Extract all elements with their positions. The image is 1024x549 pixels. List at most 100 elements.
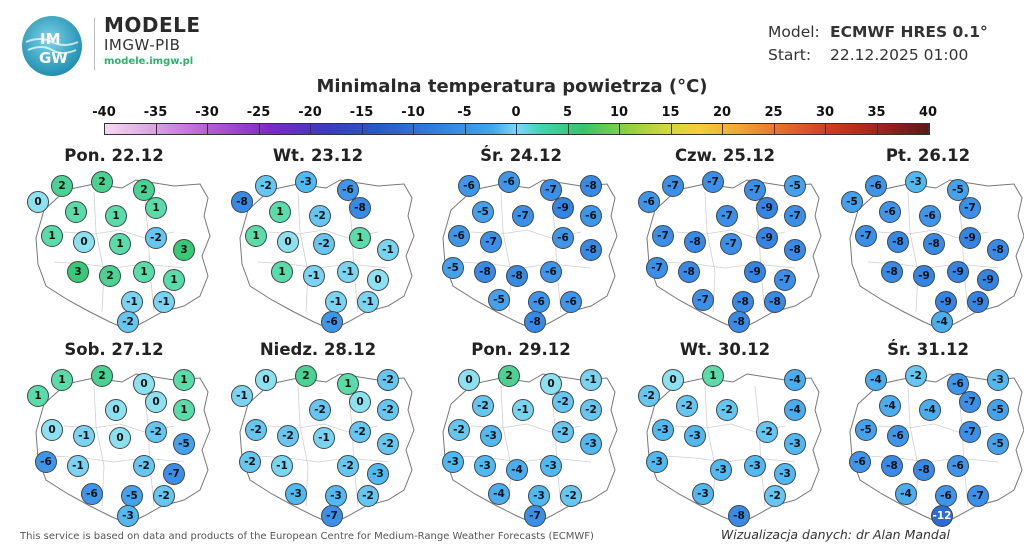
temperature-marker: -8 <box>987 239 1009 261</box>
temperature-marker: -9 <box>977 269 999 291</box>
temperature-marker: -4 <box>865 369 887 391</box>
brand-url-link[interactable]: modele.imgw.pl <box>104 56 194 67</box>
colorbar-tick-mark <box>258 123 260 135</box>
temperature-marker: -2 <box>638 385 660 407</box>
colorbar-tick-mark <box>310 123 311 135</box>
temperature-marker: -2 <box>764 485 786 507</box>
temperature-marker: -8 <box>728 311 750 333</box>
region-border <box>754 385 766 507</box>
temperature-marker: -1 <box>73 425 95 447</box>
temperature-marker: -6 <box>81 483 103 505</box>
logo-text-bottom: GW <box>39 49 68 67</box>
temperature-marker: -1 <box>357 291 379 313</box>
temperature-marker: -7 <box>540 179 562 201</box>
temperature-marker: -6 <box>448 225 470 247</box>
temperature-marker: -3 <box>692 483 714 505</box>
day-label: Śr. 24.12 <box>480 146 562 165</box>
temperature-marker: -4 <box>488 483 510 505</box>
temperature-marker: -3 <box>710 459 732 481</box>
temperature-marker: -5 <box>987 399 1009 421</box>
model-label: Model: <box>768 23 820 41</box>
temperature-marker: 0 <box>109 427 131 449</box>
temperature-marker: -3 <box>285 483 307 505</box>
temperature-marker: 3 <box>67 261 89 283</box>
temperature-marker: -2 <box>337 455 359 477</box>
region-border <box>93 385 105 507</box>
temperature-marker: -8 <box>887 231 909 253</box>
temperature-marker: -6 <box>321 311 343 333</box>
temperature-marker: -3 <box>905 171 927 193</box>
colorbar-tick-label: 40 <box>918 105 938 120</box>
temperature-marker: -4 <box>931 311 953 333</box>
temperature-marker: -3 <box>774 463 796 485</box>
temperature-marker: 2 <box>99 265 121 287</box>
region-border <box>297 191 309 313</box>
temperature-marker: -7 <box>163 463 185 485</box>
temperature-marker: -2 <box>448 419 470 441</box>
temperature-marker: 1 <box>133 261 155 283</box>
colorbar-tick-label: -30 <box>195 105 219 120</box>
temperature-marker: -2 <box>145 227 167 249</box>
temperature-marker: -6 <box>35 451 57 473</box>
day-label: Wt. 23.12 <box>272 146 364 165</box>
temperature-marker: -1 <box>377 239 399 261</box>
colorbar-tick-label: 35 <box>867 105 886 120</box>
colorbar-tick-label: -40 <box>92 105 116 120</box>
temperature-marker: -2 <box>377 399 399 421</box>
temperature-marker: 1 <box>702 365 724 387</box>
temperature-marker: -2 <box>133 455 155 477</box>
temperature-marker: -1 <box>337 261 359 283</box>
temperature-marker: 0 <box>458 369 480 391</box>
map-panel: Śr. 24.12 -6 -6 -7 -8 -5 -7 -9 -6 -6 -7 -6 -8 -5 -8 -8-… <box>431 146 627 336</box>
colorbar-tick-mark <box>207 123 208 135</box>
temperature-marker: 1 <box>349 227 371 249</box>
region-border <box>704 191 716 313</box>
temperature-marker: -8 <box>881 261 903 283</box>
model-info: Model: ECMWF HRES 0.1° Start: 22.12.2025 0… <box>768 21 988 67</box>
brand-divider <box>94 18 95 70</box>
map-panel: Sob. 27.12 1 2 0 1 1 0 0 1 0 -1 0 -2 -5 -6 -1 -2 -7 -6 -5 -2… <box>24 340 220 530</box>
temperature-marker: -2 <box>357 485 379 507</box>
temperature-marker: -7 <box>646 257 668 279</box>
colorbar-tick-mark <box>155 123 157 135</box>
temperature-marker: -8 <box>349 197 371 219</box>
temperature-marker: -3 <box>987 369 1009 391</box>
temperature-marker: -3 <box>367 463 389 485</box>
temperature-marker: -3 <box>540 455 562 477</box>
colorbar-tick-label: 5 <box>562 105 573 120</box>
temperature-marker: 3 <box>173 239 195 261</box>
temperature-marker: -9 <box>967 291 989 313</box>
temperature-marker: -1 <box>313 427 335 449</box>
colorbar-tick-mark <box>825 123 826 135</box>
temperature-marker: -2 <box>552 391 574 413</box>
temperature-marker: 1 <box>145 197 167 219</box>
day-label: Śr. 31.12 <box>887 340 969 359</box>
region-border <box>907 191 919 313</box>
temperature-marker: -2 <box>552 421 574 443</box>
temperature-marker: 2 <box>133 179 155 201</box>
temperature-marker: -3 <box>295 171 317 193</box>
temperature-marker: -8 <box>580 175 602 197</box>
temperature-marker: -3 <box>784 433 806 455</box>
temperature-marker: -6 <box>865 175 887 197</box>
colorbar-tick-label: 25 <box>764 105 783 120</box>
temperature-marker: -7 <box>702 171 724 193</box>
map-panel: Czw. 25.12 -7 -7 -7 -5 -6 -7 -9 -7 -7 -8 -7 -9 -8 -7 -8… <box>635 146 831 336</box>
temperature-marker: -2 <box>313 233 335 255</box>
region-border <box>704 385 716 507</box>
temperature-marker: 0 <box>367 269 389 291</box>
colorbar-tick-mark <box>670 123 672 135</box>
map-panel: Pt. 26.12 -6 -3 -5 -5 -6 -6 -7 -7 -8 -8 -9 -8 -8 -9 -9-… <box>838 146 1024 336</box>
temperature-marker: -6 <box>580 205 602 227</box>
day-label: Wt. 30.12 <box>679 340 771 359</box>
temperature-marker: 0 <box>133 373 155 395</box>
temperature-marker: -1 <box>325 291 347 313</box>
temperature-marker: 0 <box>540 373 562 395</box>
temperature-marker: -2 <box>377 369 399 391</box>
temperature-marker: -7 <box>959 197 981 219</box>
temperature-marker: -8 <box>732 291 754 313</box>
temperature-marker: -7 <box>967 485 989 507</box>
chart-title: Minimalna temperatura powietrza (°C) <box>316 76 708 97</box>
temperature-marker: -7 <box>512 205 534 227</box>
temperature-marker: -9 <box>744 261 766 283</box>
